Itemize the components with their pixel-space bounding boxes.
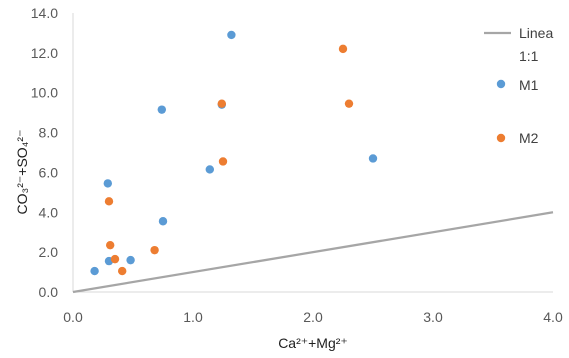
y-axis-title-text: CO₃²⁻+SO₄²⁻ (14, 130, 30, 215)
x-tick-label: 4.0 (543, 309, 563, 325)
point-m1-3 (126, 255, 135, 265)
point-m1-8 (227, 30, 236, 40)
x-tick-label: 3.0 (423, 309, 443, 325)
legend-marker-m1 (496, 79, 506, 89)
x-tick-label: 2.0 (303, 309, 323, 325)
point-m1-5 (157, 105, 166, 114)
point-m1-9 (368, 154, 378, 163)
axes (72, 13, 553, 293)
legend-label-line-part2: 1:1 (519, 48, 539, 64)
x-tick-label: 1.0 (183, 309, 203, 325)
point-m2-0 (104, 197, 114, 206)
y-axis-title: CO₃²⁻+SO₄²⁻ (14, 130, 30, 215)
legend-label-m2: M2 (519, 130, 539, 146)
y-tick-label: 14.0 (31, 5, 58, 21)
point-m2-8 (344, 99, 354, 108)
point-m2-5 (217, 99, 226, 108)
x-axis-title: Ca²⁺+Mg²⁺ (278, 335, 348, 351)
y-tick-label: 6.0 (39, 164, 59, 180)
point-m1-4 (158, 217, 168, 226)
x-axis-title-text: Ca²⁺+Mg²⁺ (278, 335, 348, 351)
tick-labels: 0.0 1.0 2.0 3.0 4.0 0.0 2.0 4.0 6.0 8.0 10.0 12.0 14… (31, 5, 563, 325)
data-points (90, 30, 378, 276)
legend-label-line-part1: Linea (519, 25, 553, 41)
x-tick-label: 0.0 (63, 309, 83, 325)
y-tick-label: 2.0 (39, 244, 59, 260)
y-tick-label: 4.0 (39, 204, 59, 220)
legend-label-line: Linea 1:1 (519, 25, 553, 64)
legend-marker-m2 (496, 133, 506, 143)
reference-line-group (72, 211, 554, 294)
reference-line-1-1 (72, 211, 554, 294)
legend-label-m1: M1 (519, 77, 539, 93)
point-m1-0 (90, 266, 99, 276)
y-tick-label: 12.0 (31, 45, 58, 61)
point-m1-2 (103, 179, 113, 188)
point-m2-4 (150, 245, 159, 255)
point-m2-2 (110, 254, 120, 264)
point-m2-6 (218, 157, 228, 166)
point-m1-6 (205, 165, 214, 174)
y-tick-label: 0.0 (39, 284, 59, 300)
y-tick-label: 8.0 (39, 125, 59, 141)
point-m2-1 (106, 240, 115, 250)
legend: Linea 1:1 M1 M2 (484, 25, 553, 146)
point-m2-3 (118, 266, 127, 276)
y-tick-label: 10.0 (31, 85, 58, 101)
point-m2-7 (338, 44, 348, 54)
